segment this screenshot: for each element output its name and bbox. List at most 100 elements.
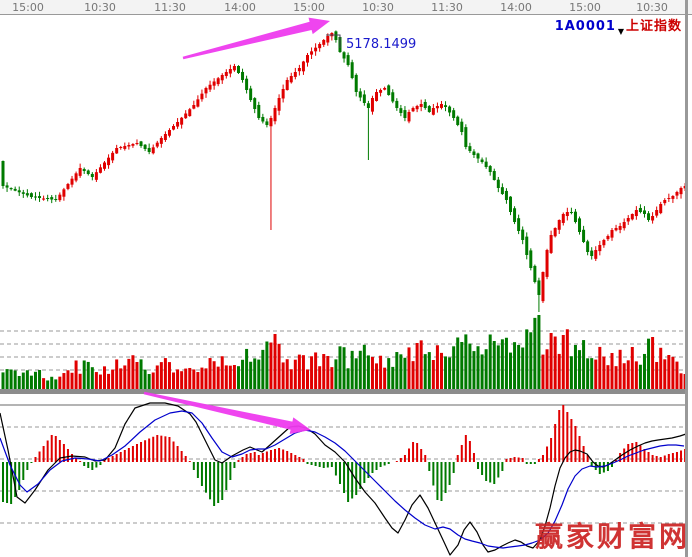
candle-body — [553, 228, 557, 237]
macd-hist-bar — [578, 436, 581, 462]
volume-bar — [513, 342, 517, 389]
macd-hist-bar — [326, 462, 329, 468]
macd-hist-bar — [58, 440, 61, 462]
macd-hist-bar — [550, 438, 553, 462]
macd-hist-bar — [432, 462, 435, 486]
volume-bar — [1, 372, 5, 389]
macd-hist-bar — [91, 462, 94, 470]
candle-body — [427, 106, 431, 112]
candle-body — [306, 55, 309, 63]
macd-hist-bar — [119, 452, 122, 462]
candle-body — [488, 166, 492, 172]
macd-hist-bar — [513, 457, 516, 462]
volume-bar — [366, 355, 370, 389]
macd-hist-bar — [643, 449, 646, 462]
candle-body — [399, 108, 403, 113]
macd-hist-bar — [30, 462, 33, 463]
panel-separator — [0, 389, 688, 394]
volume-bar — [236, 366, 240, 389]
macd-hist-bar — [192, 462, 195, 470]
chevron-down-icon[interactable]: ▼ — [617, 27, 624, 36]
macd-hist-bar — [675, 452, 678, 462]
candle-body — [415, 106, 419, 110]
candle-body — [545, 250, 549, 277]
macd-hist-bar — [371, 462, 374, 473]
volume-bar — [257, 359, 261, 389]
candle-body — [517, 218, 521, 231]
candle-body — [232, 66, 236, 71]
macd-hist-bar — [537, 459, 540, 462]
candle-body — [245, 78, 249, 90]
macd-hist-bar — [359, 462, 362, 489]
macd-hist-bar — [615, 460, 618, 462]
volume-bar — [391, 366, 395, 389]
volume-bar — [90, 367, 94, 389]
candle-body — [42, 198, 46, 200]
volume-bar — [488, 334, 492, 389]
volume-bar — [362, 344, 366, 389]
macd-hist-bar — [164, 436, 167, 462]
volume-bar — [598, 346, 602, 389]
candle-body — [569, 212, 573, 213]
volume-bar — [618, 349, 622, 389]
candle-body — [249, 88, 253, 100]
macd-hist-bar — [680, 450, 683, 462]
volume-bar — [444, 356, 448, 389]
macd-hist-bar — [123, 450, 126, 462]
volume-bar — [338, 346, 342, 389]
macd-hist-bar — [343, 462, 346, 493]
macd-hist-bar — [355, 462, 358, 495]
candle-body — [236, 65, 240, 73]
macd-hist-bar — [200, 462, 203, 486]
macd-hist-bar — [363, 462, 366, 483]
macd-hist-bar — [294, 455, 297, 462]
time-axis-label: 10:30 — [84, 1, 116, 14]
macd-hist-bar — [217, 462, 220, 503]
macd-hist-bar — [282, 449, 285, 462]
macd-hist-bar — [521, 458, 524, 462]
volume-bar — [167, 362, 171, 389]
candle-body — [362, 94, 366, 103]
volume-bar — [330, 367, 334, 389]
candle-body — [391, 92, 395, 102]
volume-bar — [208, 358, 212, 389]
candle-body — [253, 98, 257, 109]
candle-body — [366, 103, 370, 108]
candle-body — [188, 109, 192, 117]
candle-body — [25, 193, 29, 196]
volume-bar — [545, 349, 549, 389]
time-axis-label: 14:00 — [500, 1, 532, 14]
symbol-info: 1A0001 上证指数 — [555, 15, 682, 34]
volume-bar — [25, 370, 29, 389]
macd-hist-bar — [472, 453, 475, 462]
volume-bar — [452, 346, 456, 389]
volume-bar — [480, 354, 484, 389]
candle-body — [119, 147, 123, 148]
volume-bar — [638, 364, 642, 389]
macd-hist-bar — [168, 437, 171, 462]
volume-bar — [606, 365, 610, 389]
watermark-text: 赢家财富网 — [534, 520, 690, 553]
macd-hist-bar — [338, 462, 341, 484]
volume-bar — [241, 359, 245, 389]
candle-body — [509, 196, 512, 212]
macd-hist-bar — [428, 462, 431, 471]
macd-hist-bar — [623, 448, 626, 462]
macd-hist-bar — [497, 462, 500, 478]
candle-body — [314, 47, 318, 52]
candle-body — [50, 197, 54, 200]
volume-bar — [423, 354, 427, 389]
candle-body — [598, 245, 602, 252]
macd-hist-bar — [188, 461, 191, 462]
macd-hist-bar — [46, 440, 49, 462]
candle-body — [358, 91, 362, 98]
volume-bar — [232, 365, 236, 389]
volume-bar — [358, 350, 362, 389]
candle-body — [184, 113, 188, 119]
candle-body — [614, 228, 618, 231]
macd-hist-bar — [75, 457, 78, 462]
macd-hist-bar — [655, 456, 658, 462]
candle-body — [638, 207, 642, 212]
candle-body — [484, 161, 488, 167]
